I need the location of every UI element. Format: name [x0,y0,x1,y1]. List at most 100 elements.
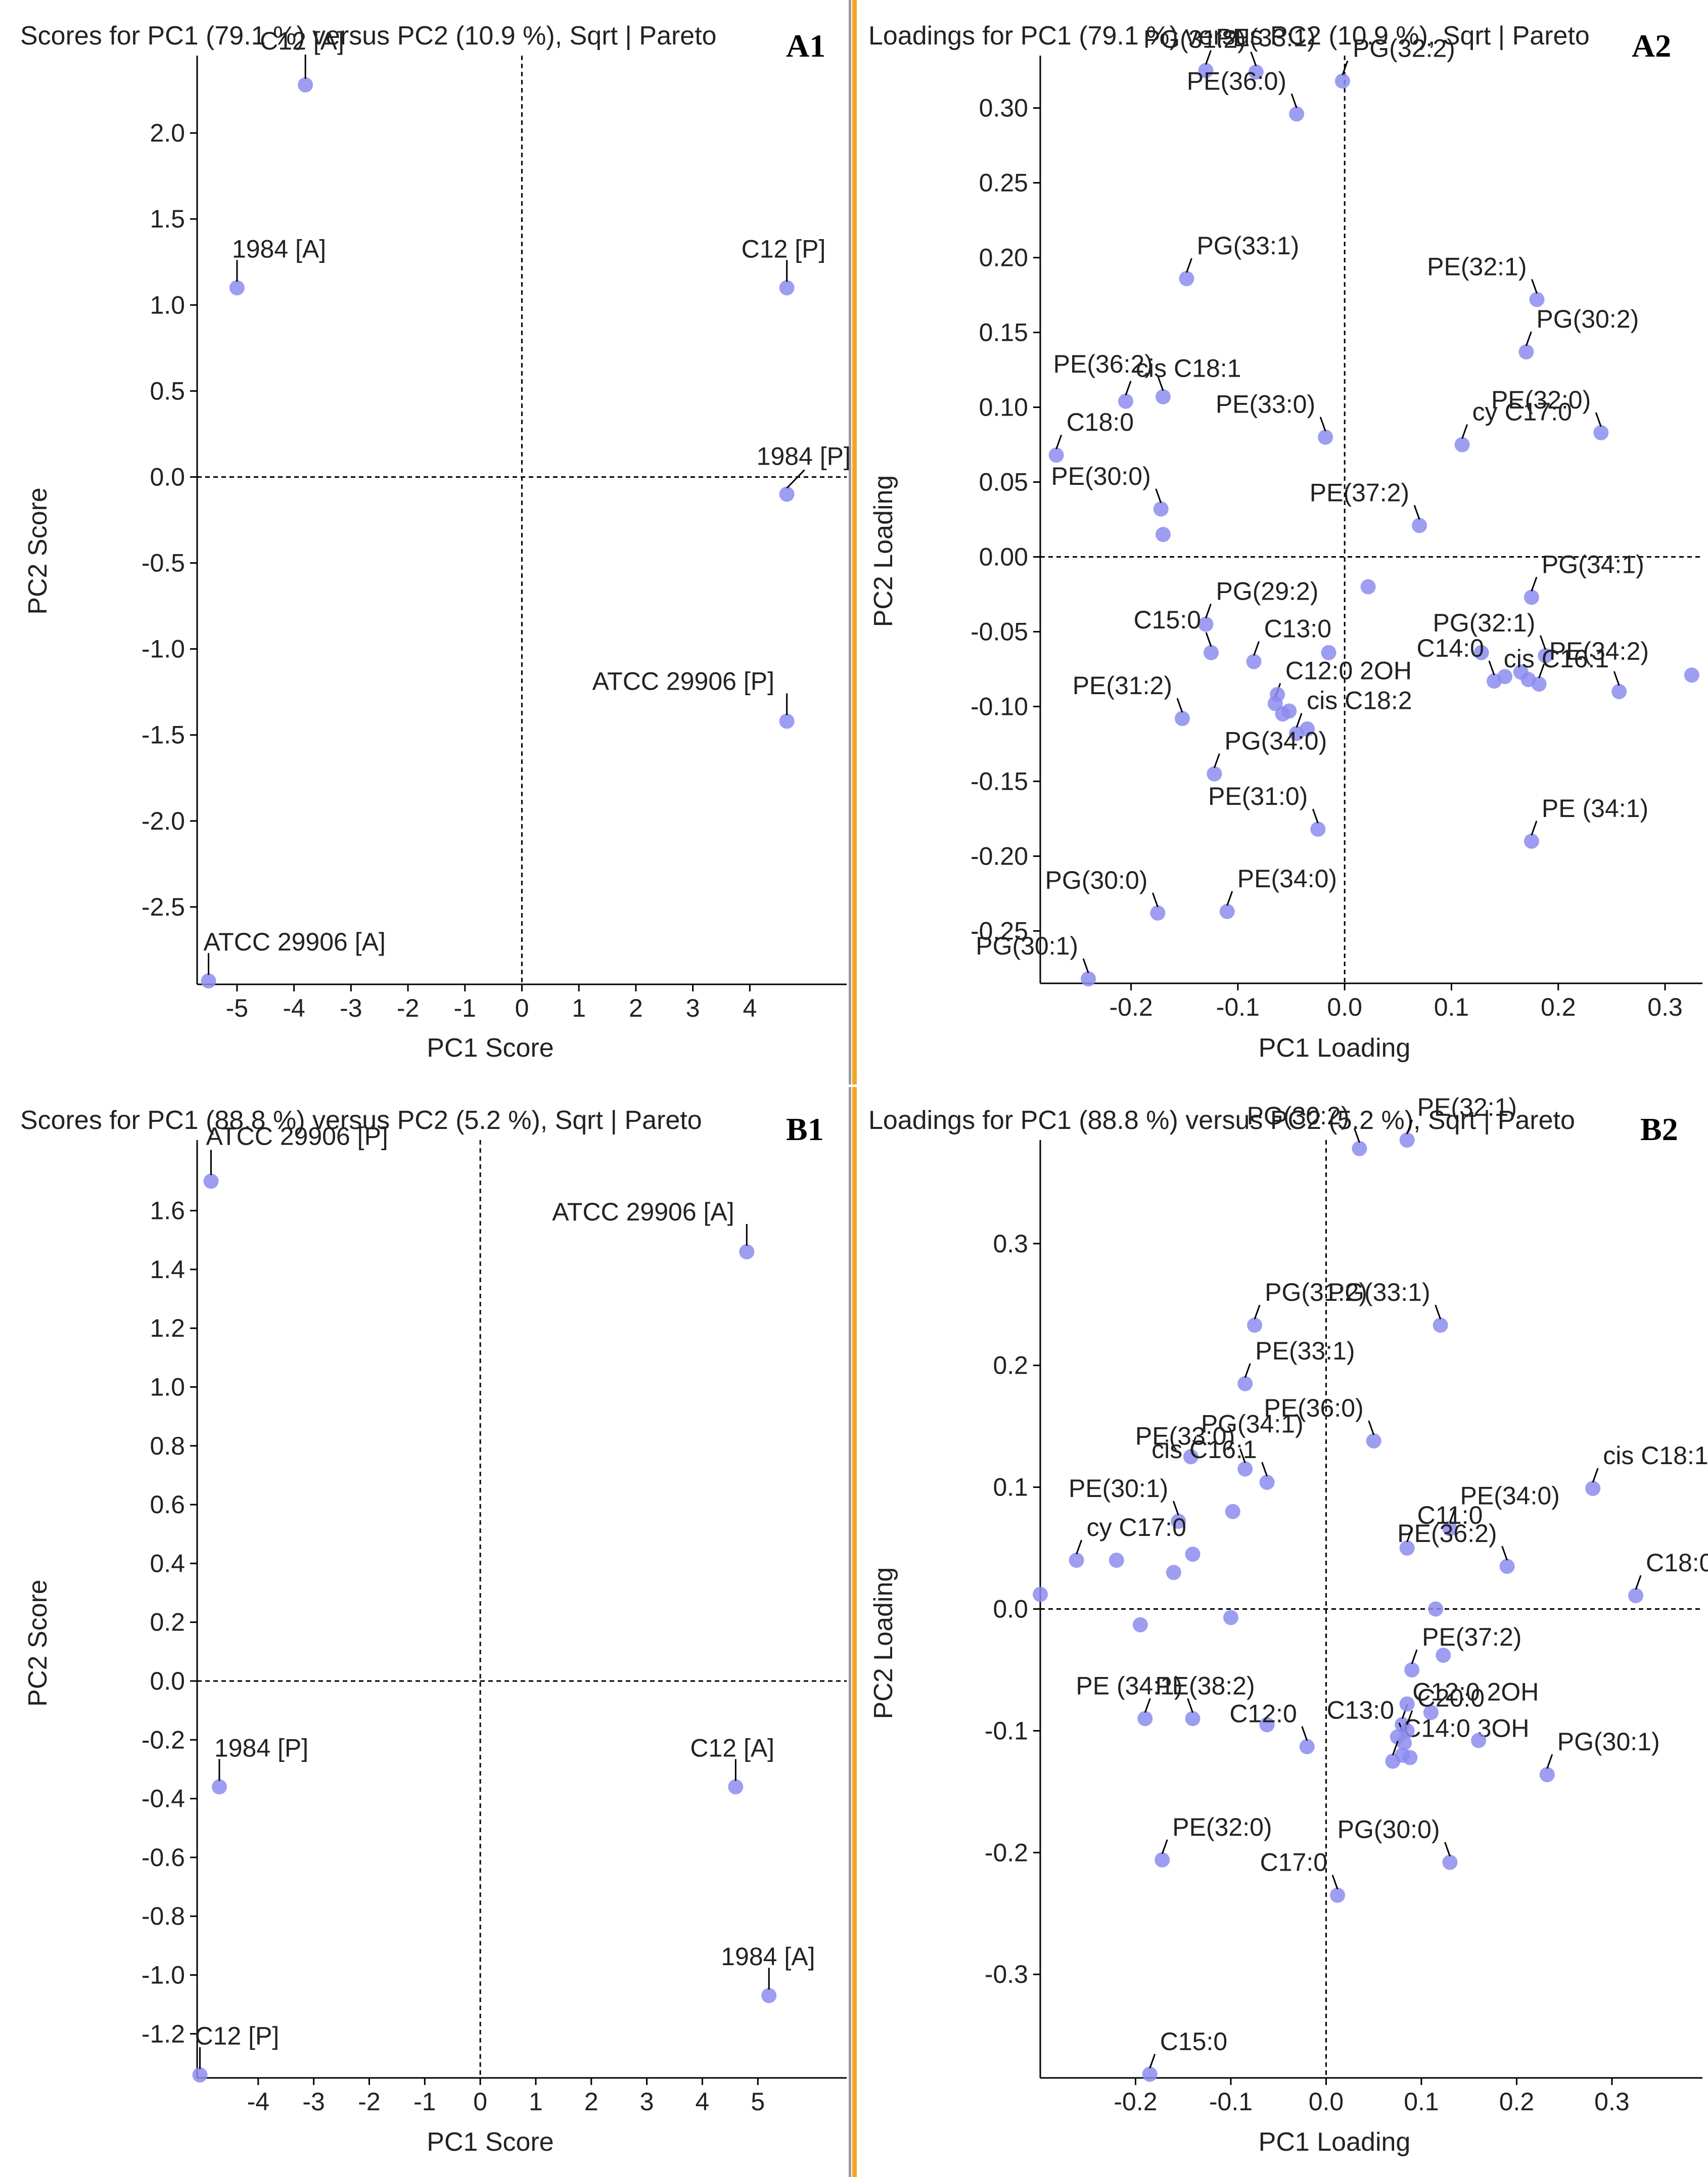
point-label: PG(31:2) [1265,1278,1367,1306]
data-point [1183,1449,1198,1465]
x-axis-label: PC1 Score [427,1033,553,1063]
y-tick-label: 2.0 [150,119,185,147]
data-point [779,486,795,502]
point-leader-line [1149,2054,1156,2069]
point-label: C18:0 [1067,408,1134,436]
y-ticks: -0.3 -0.2 -0.1 0.0 0.1 0.2 0.3 [985,1230,1040,1988]
point-label: cis C16:1 [1504,645,1609,673]
data-point [1299,1739,1315,1754]
point-leader-line [1319,417,1326,432]
data-point [1153,501,1169,517]
point-label: cy C17:0 [1087,1513,1186,1541]
x-tick-label: -2 [358,2088,380,2116]
data-point [1225,1504,1240,1519]
y-tick-label: -0.5 [142,549,185,577]
point-label: PE(36:2) [1397,1519,1497,1548]
data-point [1433,1318,1448,1333]
point-label: C12 [P] [195,2022,279,2050]
point-label: ATCC 29906 [P] [206,1122,388,1150]
data-point [298,77,313,93]
y-tick-label: 0.25 [979,169,1028,197]
point-leader-line [1444,1842,1451,1857]
panel-title: Scores for PC1 (88.8 %) versus PC2 (5.2 … [20,1106,702,1135]
data-point [1137,1711,1153,1727]
point-label: PG(34:1) [1542,550,1644,578]
y-tick-label: -0.2 [985,1838,1028,1867]
x-tick-label: 0.2 [1541,993,1576,1021]
point-label: PE(37:2) [1422,1623,1521,1651]
y-ticks: -2.5 -2.0 -1.5 -1.0 -0.5 0.0 0.5 1.0 1.5 2.0 [142,119,197,921]
point-label: C20:0 [1417,1684,1485,1712]
data-point [1247,1318,1263,1333]
y-tick-label: 0.05 [979,468,1028,496]
point-label: PG(30:2) [1536,305,1639,333]
panel-title: Loadings for PC1 (79.1 %) versus PC2 (10… [868,21,1590,51]
panel-b2: Loadings for PC1 (88.8 %) versus PC2 (5.… [868,1093,1708,2157]
point-label: 1984 [A] [721,1942,815,1971]
x-tick-label: 0.3 [1594,2088,1630,2116]
data-point [1360,579,1376,595]
point-label: PG(32:2) [1353,34,1455,62]
point-leader-line [1635,1575,1642,1590]
x-tick-label: -0.1 [1209,2088,1253,2116]
data-point [1399,1696,1415,1712]
point-label: PG(32:1) [1433,609,1536,637]
x-tick-label: 3 [640,2088,654,2116]
point-leader-line [1413,505,1420,520]
data-point [1404,1662,1420,1677]
point-label: PE (34:1) [1076,1671,1182,1700]
x-axis-label: PC1 Loading [1259,2127,1411,2157]
point-label: C12 [A] [690,1734,774,1762]
y-tick-label: 0.0 [993,1595,1028,1623]
data-point [1270,687,1285,702]
data-point [1033,1586,1048,1602]
y-tick-label: 0.00 [979,542,1028,571]
point-label: PE(33:1) [1255,1337,1355,1365]
divider-gray-top [849,0,851,1084]
x-tick-label: -4 [247,2088,269,2116]
data-point [1531,676,1547,692]
y-ticks: -0.25 -0.20 -0.15 -0.10 -0.05 0.00 0.05 0.10 0.1… [971,94,1040,945]
x-tick-label: -3 [302,2088,325,2116]
point-label: PE(34:2) [1549,637,1649,665]
point-leader-line [1435,1304,1442,1320]
point-label: C17:0 [1260,1848,1327,1877]
point-label: PG(30:0) [1045,866,1148,894]
y-tick-label: 0.2 [150,1608,185,1637]
point-label: PE(30:0) [1051,462,1150,490]
data-point [1237,1461,1253,1477]
x-tick-label: 1 [529,2088,543,2116]
panel-a2: Loadings for PC1 (79.1 %) versus PC2 (10… [868,21,1702,1063]
y-tick-label: -2.0 [142,807,185,835]
x-ticks: -0.2 -0.1 0.0 0.1 0.2 0.3 [1110,983,1683,1021]
data-point [1399,1540,1415,1556]
divider-orange-top [852,0,857,1084]
point-label: PE(36:0) [1187,67,1286,95]
data-point [1611,684,1627,699]
x-ticks: -0.2 -0.1 0.0 0.1 0.2 0.3 [1114,2078,1630,2116]
panel-b1: Scores for PC1 (88.8 %) versus PC2 (5.2 … [20,1106,847,2157]
y-tick-label: 1.5 [150,205,185,233]
point-leader-line [1055,434,1063,449]
data-point [1175,711,1190,727]
point-label: PE(32:0) [1491,386,1591,414]
data-point [728,1779,744,1795]
data-points: PE(33:1)PG(31:2) PG(32:2) PE(36:0) PG(33:1)… [976,24,1699,987]
data-point [1529,292,1545,307]
data-point [1171,1514,1186,1529]
data-point [1259,1717,1275,1733]
y-tick-label: 0.0 [150,1667,185,1695]
x-tick-label: 4 [743,994,757,1022]
point-label: PE(33:1) [1216,24,1316,52]
point-label: 1984 [P] [214,1734,308,1762]
point-leader-line [1213,753,1220,768]
data-point [1185,1711,1201,1727]
point-leader-line [1461,424,1468,439]
point-leader-line [1290,93,1298,108]
point-label: PE(36:2) [1053,350,1153,378]
data-point [1142,2066,1158,2082]
point-leader-line [1331,1875,1338,1890]
point-leader-line [1082,958,1089,973]
panel-a1: Scores for PC1 (79.1 %) versus PC2 (10.9… [20,21,851,1063]
